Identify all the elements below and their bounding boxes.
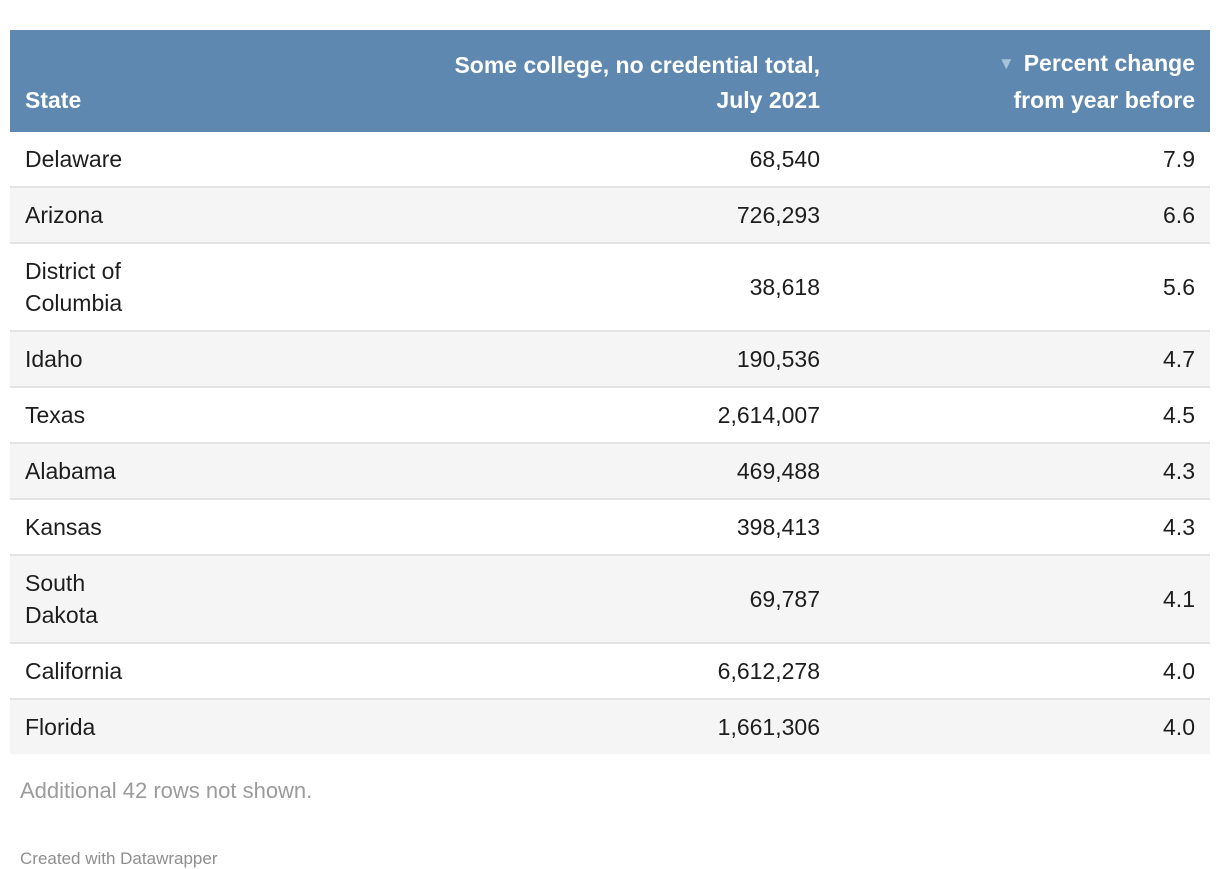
state-cell: Alabama <box>10 442 160 499</box>
table-row: Arizona 726,293 6.6 <box>10 186 1210 243</box>
state-cell: Arizona <box>10 186 160 243</box>
total-cell: 398,413 <box>160 498 835 555</box>
column-header-percent-change[interactable]: ▼ Percent change from year before <box>835 30 1210 132</box>
data-table: State Some college, no credential total,… <box>10 30 1210 754</box>
table-header: State Some college, no credential total,… <box>10 30 1210 132</box>
table-row: Texas 2,614,007 4.5 <box>10 386 1210 443</box>
total-cell: 190,536 <box>160 330 835 387</box>
percent-cell: 4.7 <box>835 330 1210 387</box>
state-cell: South Dakota <box>10 554 160 643</box>
column-header-state[interactable]: State <box>10 30 160 132</box>
state-cell: Delaware <box>25 146 123 172</box>
state-cell: Texas <box>10 386 160 443</box>
header-row: State Some college, no credential total,… <box>10 30 1210 132</box>
percent-cell: 4.5 <box>835 386 1210 443</box>
table-row: Alabama 469,488 4.3 <box>10 442 1210 499</box>
percent-cell: 4.3 <box>835 442 1210 499</box>
state-cell: California <box>10 642 160 699</box>
table-row: South Dakota 69,787 4.1 <box>10 554 1210 643</box>
table-row: Delaware 68,540 7.9 <box>10 132 1210 187</box>
total-cell: 38,618 <box>160 242 835 331</box>
table-row: Florida 1,661,306 4.0 <box>10 698 1210 754</box>
sort-descending-icon: ▼ <box>997 54 1015 73</box>
percent-cell: 4.3 <box>835 498 1210 555</box>
total-cell: 6,612,278 <box>160 642 835 699</box>
total-cell: 69,787 <box>160 554 835 643</box>
table-row: California 6,612,278 4.0 <box>10 642 1210 699</box>
column-header-percent-change-label: Percent change from year before <box>1013 50 1195 113</box>
table-row: Idaho 190,536 4.7 <box>10 330 1210 387</box>
state-cell: Kansas <box>10 498 160 555</box>
state-cell: Idaho <box>10 330 160 387</box>
state-cell: District of Columbia <box>10 242 160 331</box>
total-cell: 68,540 <box>749 146 820 172</box>
total-cell: 1,661,306 <box>160 698 835 754</box>
percent-cell: 4.0 <box>835 642 1210 699</box>
state-cell: Florida <box>10 698 160 754</box>
total-cell: 726,293 <box>160 186 835 243</box>
total-cell: 469,488 <box>160 442 835 499</box>
total-cell: 2,614,007 <box>160 386 835 443</box>
table-body: Delaware 68,540 7.9 Arizona 726,293 6.6 … <box>10 132 1210 754</box>
percent-cell: 4.1 <box>835 554 1210 643</box>
percent-cell: 7.9 <box>1163 146 1195 172</box>
percent-cell: 4.0 <box>835 698 1210 754</box>
table-row: Kansas 398,413 4.3 <box>10 498 1210 555</box>
percent-cell: 6.6 <box>835 186 1210 243</box>
column-header-total[interactable]: Some college, no credential total, July … <box>160 30 835 132</box>
datawrapper-credit: Created with Datawrapper <box>20 849 218 868</box>
percent-cell: 5.6 <box>835 242 1210 331</box>
rows-not-shown-note: Additional 42 rows not shown. <box>20 778 313 803</box>
table-row: District of Columbia 38,618 5.6 <box>10 242 1210 331</box>
